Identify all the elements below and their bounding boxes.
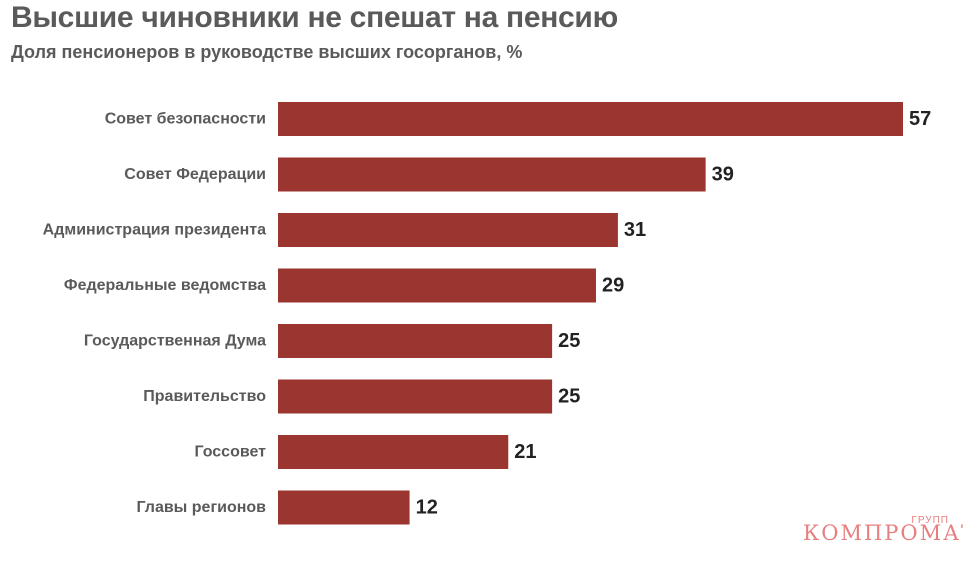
chart-title: Высшие чиновники не спешат на пенсию [11, 1, 618, 34]
category-label: Совет безопасности [105, 111, 266, 128]
category-label: Федеральные ведомства [64, 277, 266, 294]
watermark-main-text: КОМПРОМАТ [803, 521, 963, 545]
bar [278, 435, 509, 469]
value-label: 39 [712, 164, 734, 186]
value-label: 57 [909, 108, 931, 130]
value-label: 12 [416, 497, 438, 519]
category-label: Правительство [143, 388, 266, 405]
bar [278, 324, 553, 358]
bar [278, 268, 596, 303]
value-label: 25 [558, 386, 580, 408]
value-label: 31 [624, 219, 646, 241]
category-label: Госсовет [194, 444, 266, 461]
category-label: Государственная Дума [84, 333, 266, 350]
bar [278, 213, 618, 247]
bar [278, 379, 553, 414]
value-label: 25 [558, 330, 580, 352]
bar [278, 102, 903, 136]
watermark-logo: ГРУПП КОМПРОМАТ [803, 515, 963, 545]
chart-subtitle: Доля пенсионеров в руководстве высших го… [11, 42, 523, 62]
category-label: Совет Федерации [124, 166, 266, 183]
watermark-small-text: ГРУПП [911, 515, 949, 526]
bar [278, 490, 410, 525]
value-label: 29 [602, 275, 624, 297]
bar [278, 157, 706, 192]
category-label: Администрация президента [43, 222, 266, 239]
value-label: 21 [514, 441, 536, 463]
category-label: Главы регионов [137, 499, 267, 516]
